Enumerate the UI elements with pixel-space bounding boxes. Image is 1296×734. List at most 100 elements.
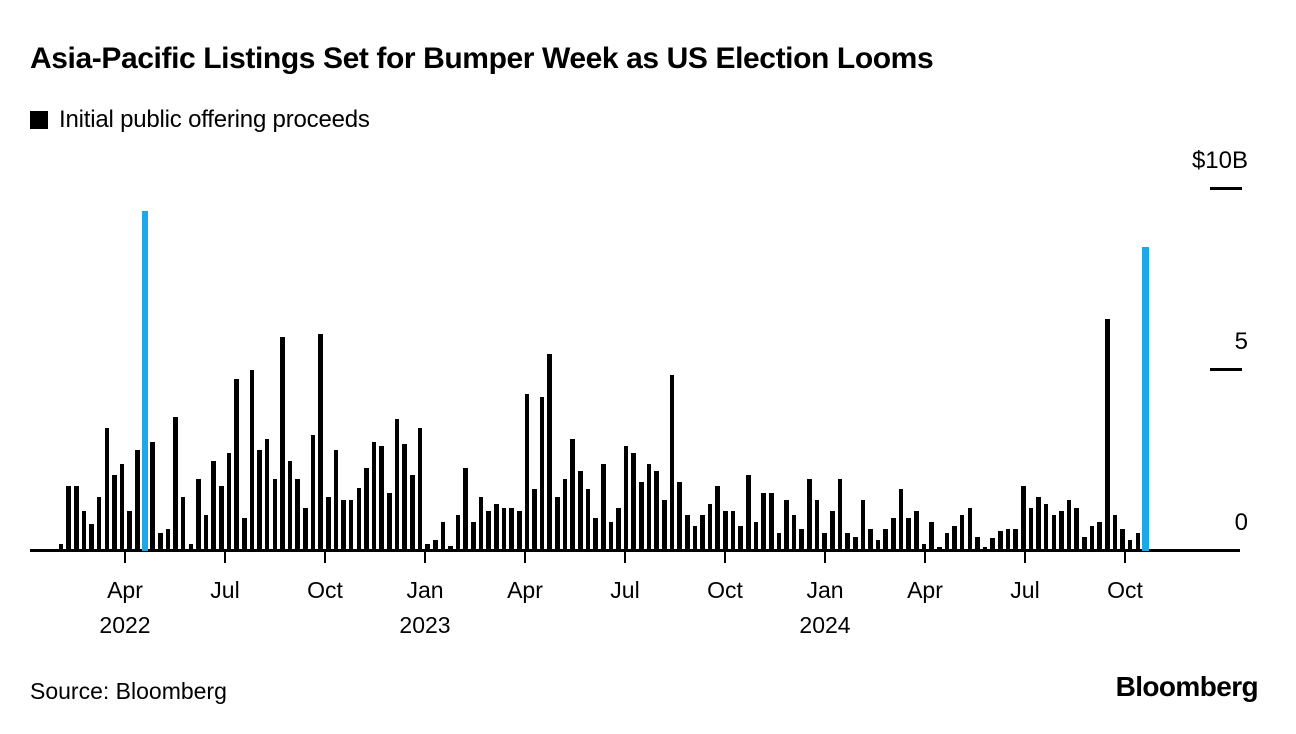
y-axis-label: 5 [1234,328,1248,355]
x-axis-month-label: Apr [907,577,943,603]
bar [1082,536,1087,551]
bar [1066,500,1072,551]
bar [975,536,980,551]
bar [906,518,911,551]
x-axis-month-label: Oct [1107,577,1143,603]
bar [402,444,407,551]
x-axis-month-label: Jan [406,577,444,603]
bar [639,482,644,551]
bar [509,507,514,551]
bar [738,525,743,551]
y-axis-label: 0 [1234,509,1248,536]
x-axis-tick [423,551,427,563]
bar [173,417,178,551]
bar [448,545,453,551]
bar [295,478,301,551]
bar [1043,503,1049,551]
bar [662,500,667,551]
bar [807,478,812,551]
bar [112,474,117,551]
x-axis-month-label: Apr [507,577,543,603]
bar [883,529,889,551]
highlighted-bar [141,210,149,551]
bar [585,489,591,551]
bar [1097,522,1102,551]
bar [241,518,247,551]
bar [845,532,850,551]
bar [746,474,751,551]
bar [1074,507,1079,551]
chart-legend: Initial public offering proceeds [30,106,370,134]
bar [119,464,125,551]
bar [356,487,362,551]
bar [799,529,805,551]
bar [860,500,866,551]
bar [180,496,186,551]
bar [310,435,316,551]
bar [127,511,133,551]
bar [1051,514,1057,551]
x-axis-month-label: Oct [707,577,743,603]
bar [371,442,377,551]
bar [463,467,469,551]
y-axis-tick [1210,368,1242,371]
bar [501,507,507,551]
bar [432,540,438,551]
y-axis-label: $10B [1191,147,1248,174]
bar [669,375,675,551]
bar [1104,319,1110,551]
x-axis-tick [1123,551,1127,563]
bar [325,496,331,551]
bar [1089,525,1095,551]
bar [1112,514,1118,551]
bar [379,446,385,551]
bar [287,460,293,551]
x-axis-year-label: 2023 [399,612,451,638]
bar [967,507,973,551]
x-axis-tick [323,551,327,563]
bar [135,449,140,551]
bar [547,353,553,551]
bar [410,474,415,551]
bar [532,489,537,551]
bar [1135,532,1141,551]
bar [486,511,491,551]
bar [165,529,171,551]
bar [929,522,934,551]
bar [1127,540,1133,551]
bar [875,540,881,551]
bar [600,464,606,551]
x-axis-tick [223,551,227,563]
bar [150,442,155,551]
bar [914,511,919,551]
bar [234,379,239,551]
bar [593,518,598,551]
bar [303,507,308,551]
bar [219,485,224,551]
bar [646,464,652,551]
bar [81,511,87,551]
bar [478,496,484,551]
x-axis-month-label: Oct [307,577,343,603]
x-axis-month-label: Jul [610,577,640,603]
bar [387,493,392,551]
bar [700,514,705,551]
bar [654,471,659,551]
bar [58,543,64,551]
bar [341,500,346,551]
y-axis-tick [1210,187,1242,190]
bar [990,538,995,551]
bar [921,543,927,551]
bar [578,471,583,551]
bar [196,478,201,551]
bar [203,514,209,551]
bar [791,514,797,551]
bar [524,393,530,551]
x-axis-tick [123,551,127,563]
bar [707,503,713,551]
bar [272,478,278,551]
highlighted-bar [1142,246,1149,551]
x-axis-tick [1023,551,1027,563]
